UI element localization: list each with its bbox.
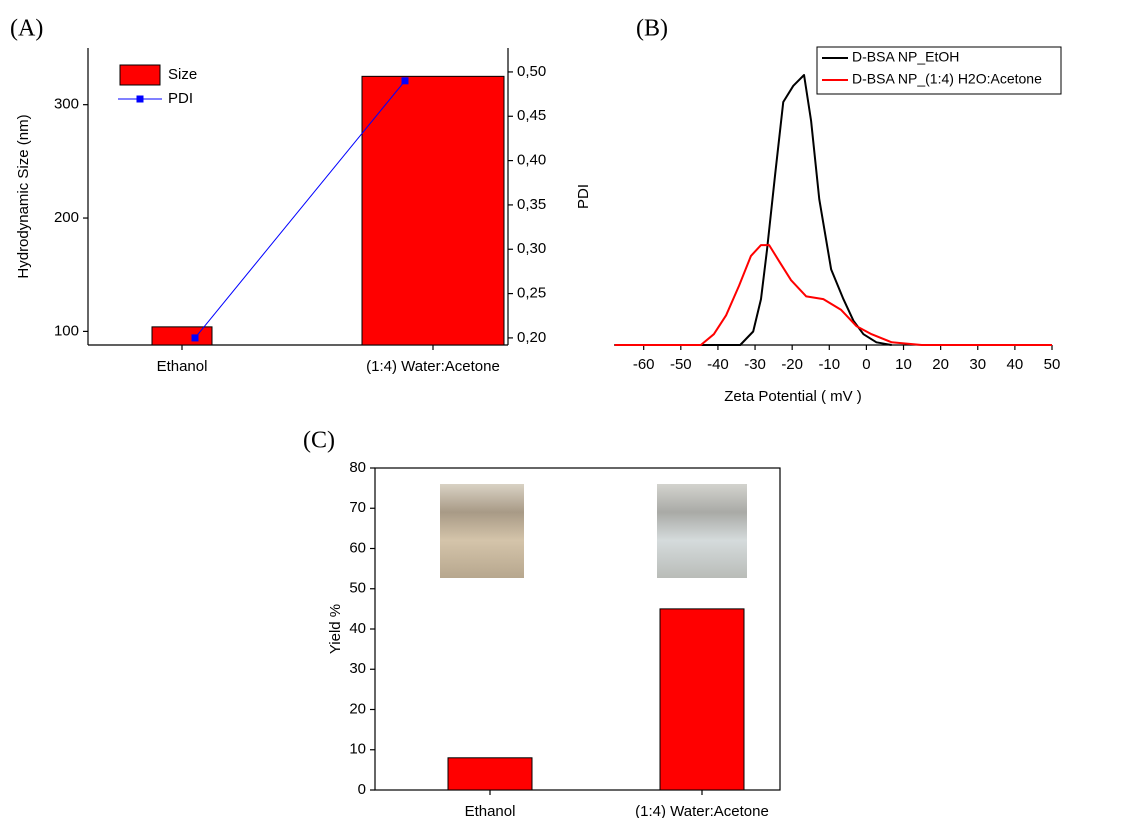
y-tick-label: 10: [349, 741, 366, 758]
legend-label: Size: [168, 66, 197, 83]
y-axis-label: Hydrodynamic Size (nm): [15, 114, 32, 278]
x-tick-label: 10: [895, 356, 912, 373]
legend-swatch: [119, 64, 161, 86]
legend-label: D-BSA NP_EtOH: [852, 49, 959, 65]
y-tick-label: 100: [54, 322, 79, 339]
y-tick-label: 80: [349, 459, 366, 476]
panel-label: (B): [636, 16, 668, 42]
y2-tick-label: 0,25: [517, 285, 546, 302]
panel-label: (C): [303, 428, 335, 454]
legend-label: D-BSA NP_(1:4) H2O:Acetone: [852, 71, 1042, 87]
photo: [440, 484, 524, 578]
bar: [151, 326, 213, 346]
legend-swatch: [136, 95, 144, 103]
bar: [659, 608, 745, 791]
x-tick-label: -60: [633, 356, 655, 373]
marker: [401, 77, 409, 85]
y2-tick-label: 0,30: [517, 240, 546, 257]
bar: [447, 757, 533, 791]
y2-tick-label: 0,40: [517, 152, 546, 169]
photo: [657, 484, 747, 578]
x-tick-label: -50: [670, 356, 692, 373]
y2-tick-label: 0,20: [517, 329, 546, 346]
y2-axis-label: PDI: [575, 184, 592, 209]
y-axis-label: Yield %: [327, 604, 344, 654]
x-tick-label: -30: [744, 356, 766, 373]
x-tick-label: (1:4) Water:Acetone: [635, 803, 769, 818]
y-tick-label: 50: [349, 580, 366, 597]
x-tick-label: -10: [818, 356, 840, 373]
y-tick-label: 60: [349, 539, 366, 556]
x-tick-label: 50: [1044, 356, 1061, 373]
line-series: [614, 244, 1052, 346]
y-tick-label: 20: [349, 700, 366, 717]
x-axis-label: Zeta Potential ( mV ): [724, 388, 862, 405]
x-tick-label: Ethanol: [465, 803, 516, 818]
line-series: [628, 74, 892, 346]
line-series: [194, 80, 406, 339]
y2-tick-label: 0,45: [517, 107, 546, 124]
y-tick-label: 30: [349, 660, 366, 677]
y-tick-label: 70: [349, 499, 366, 516]
y2-tick-label: 0,50: [517, 63, 546, 80]
y-tick-label: 40: [349, 620, 366, 637]
bar: [361, 75, 505, 346]
x-tick-label: -40: [707, 356, 729, 373]
x-tick-label: 0: [862, 356, 870, 373]
legend-box: [816, 46, 1062, 95]
marker: [191, 334, 199, 342]
x-tick-label: Ethanol: [157, 358, 208, 375]
y-tick-label: 200: [54, 209, 79, 226]
y2-tick-label: 0,35: [517, 196, 546, 213]
y-tick-label: 0: [358, 781, 366, 798]
x-tick-label: 40: [1007, 356, 1024, 373]
x-tick-label: 30: [969, 356, 986, 373]
x-tick-label: (1:4) Water:Acetone: [366, 358, 500, 375]
y-tick-label: 300: [54, 96, 79, 113]
x-tick-label: 20: [932, 356, 949, 373]
x-tick-label: -20: [781, 356, 803, 373]
legend-label: PDI: [168, 90, 193, 107]
panel-label: (A): [10, 16, 43, 42]
